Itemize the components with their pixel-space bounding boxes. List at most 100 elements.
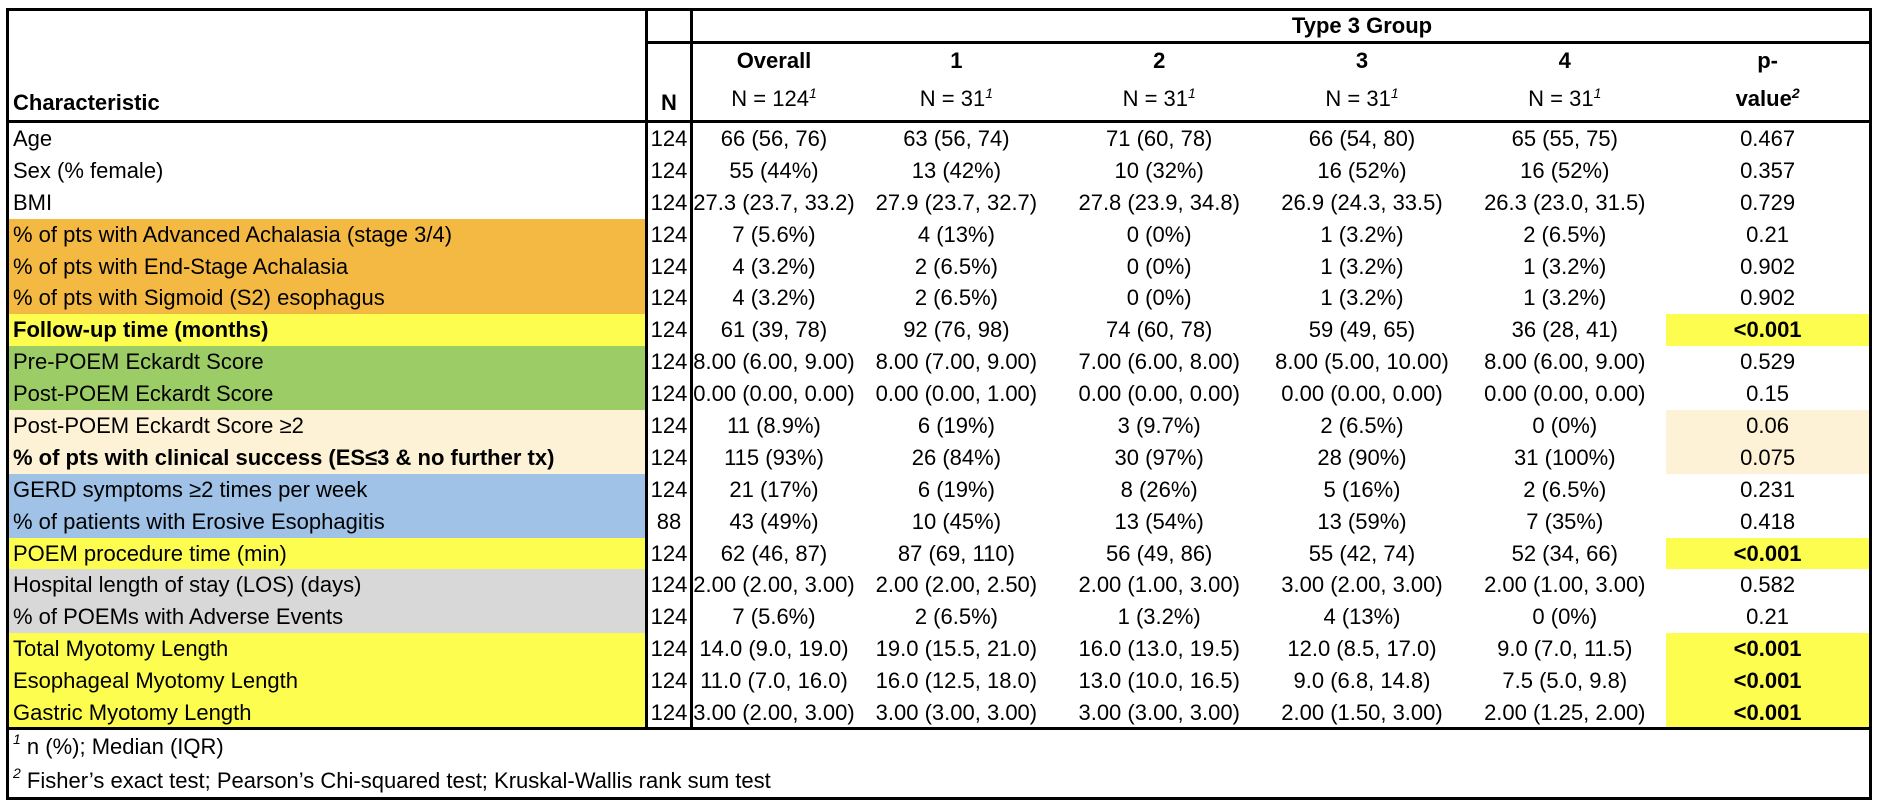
cell-p-value: 0.418: [1740, 508, 1796, 534]
cell-g2: 1 (3.2%): [1117, 604, 1201, 630]
row-n: 124: [645, 697, 693, 729]
header-n: N: [645, 78, 693, 123]
cell-g3: 1 (3.2%): [1320, 221, 1404, 247]
header-blank: [9, 43, 647, 79]
cell-g3: 26.9 (24.3, 33.5): [1281, 189, 1443, 215]
cell-g1: 3.00 (3.00, 3.00): [875, 699, 1038, 725]
table-row: Gastric Myotomy Length 124 3.00 (2.00, 3.0…: [9, 697, 1869, 729]
cell-g2: 71 (60, 78): [1105, 125, 1213, 151]
cell-overall: 62 (46, 87): [720, 540, 828, 566]
row-label: Total Myotomy Length: [9, 633, 647, 666]
cell-g2: 10 (32%): [1114, 157, 1204, 183]
cell-overall: 55 (44%): [729, 157, 819, 183]
header-group-1-n: N = 311: [855, 78, 1058, 123]
cell-overall: 8.00 (6.00, 9.00): [693, 349, 855, 375]
cell-g3: 13 (59%): [1317, 508, 1407, 534]
cell-g3: 12.0 (8.5, 17.0): [1287, 636, 1437, 662]
cell-p-value: 0.15: [1746, 381, 1789, 407]
cell-g1: 27.9 (23.7, 32.7): [875, 189, 1038, 215]
cell-p-value: 0.21: [1746, 604, 1789, 630]
cell-p-value: 0.582: [1740, 572, 1796, 598]
table-row: Age 124 66 (56, 76) 63 (56, 74) 71 (60, 78) 6…: [9, 121, 1869, 155]
header-group-2-n: N = 311: [1057, 78, 1261, 123]
table-row: % of pts with Advanced Achalasia (stage …: [9, 218, 1869, 251]
cell-g2: 74 (60, 78): [1105, 317, 1213, 343]
cell-g2: 8 (26%): [1120, 476, 1198, 502]
header-characteristic: Characteristic: [9, 78, 647, 123]
cell-g4: 31 (100%): [1514, 444, 1616, 470]
cell-g1: 8.00 (7.00, 9.00): [875, 349, 1038, 375]
row-label: BMI: [13, 189, 53, 215]
row-n: 88: [645, 505, 693, 538]
cell-overall: 7 (5.6%): [732, 604, 816, 630]
cell-g4: 26.3 (23.0, 31.5): [1484, 189, 1646, 215]
cell-g3: 28 (90%): [1317, 444, 1407, 470]
table-row: % of pts with Sigmoid (S2) esophagus 124 4…: [9, 282, 1869, 315]
cell-g2: 56 (49, 86): [1105, 540, 1213, 566]
cell-g4: 65 (55, 75): [1511, 125, 1618, 151]
header-blank-n: [645, 42, 693, 78]
cell-overall: 7 (5.6%): [732, 221, 816, 247]
row-n: 124: [645, 346, 693, 379]
cell-g2: 30 (97%): [1114, 444, 1204, 470]
row-n: 124: [645, 218, 693, 251]
row-label: % of patients with Erosive Esophagitis: [9, 505, 647, 538]
cell-p-value: 0.467: [1740, 125, 1796, 151]
cell-g3: 2.00 (1.50, 3.00): [1281, 699, 1443, 725]
cell-overall: 66 (56, 76): [720, 125, 828, 151]
cell-g2: 0 (0%): [1126, 253, 1192, 279]
cell-g1: 2 (6.5%): [914, 285, 998, 311]
header-overall: Overall: [736, 48, 812, 73]
row-n: 124: [645, 314, 693, 347]
cell-g4: 1 (3.2%): [1523, 285, 1607, 311]
header-group-2: 2: [1153, 48, 1166, 73]
cell-g3: 5 (16%): [1323, 476, 1401, 502]
row-label: Post-POEM Eckardt Score ≥2: [9, 410, 647, 442]
table-row: % of pts with End-Stage Achalasia 124 4 (3…: [9, 250, 1869, 283]
cell-g4: 1 (3.2%): [1523, 253, 1607, 279]
cell-g2: 7.00 (6.00, 8.00): [1078, 349, 1240, 375]
cell-g1: 16.0 (12.5, 18.0): [875, 668, 1038, 694]
table-row: Esophageal Myotomy Length 124 11.0 (7.0, 1…: [9, 665, 1869, 698]
header-group-3-n: N = 311: [1260, 78, 1464, 123]
cell-p-value: 0.729: [1740, 189, 1796, 215]
cell-g4: 7.5 (5.0, 9.8): [1502, 668, 1628, 694]
row-label: Post-POEM Eckardt Score: [9, 378, 647, 411]
row-label: % of POEMs with Adverse Events: [9, 601, 647, 634]
table-row: % of patients with Erosive Esophagitis 88…: [9, 505, 1869, 538]
table-row: POEM procedure time (min) 124 62 (46, 87) 8…: [9, 537, 1869, 570]
table-row: % of POEMs with Adverse Events 124 7 (5.6%…: [9, 601, 1869, 634]
cell-g4: 7 (35%): [1526, 508, 1604, 534]
cell-g2: 0.00 (0.00, 0.00): [1078, 381, 1240, 407]
group-spacer: [9, 11, 647, 43]
cell-g1: 0.00 (0.00, 1.00): [875, 381, 1038, 407]
results-table: Type 3 Group Overall 1 2 3 4 p- Characte…: [9, 11, 1869, 729]
table-row: Follow-up time (months) 124 61 (39, 78) 92 …: [9, 314, 1869, 347]
row-n: 124: [645, 569, 693, 602]
cell-g2: 2.00 (1.00, 3.00): [1078, 572, 1240, 598]
row-n: 124: [645, 633, 693, 666]
row-label: % of pts with Advanced Achalasia (stage …: [9, 218, 647, 251]
cell-g4: 0.00 (0.00, 0.00): [1484, 381, 1646, 407]
cell-g1: 6 (19%): [917, 412, 995, 438]
row-n: 124: [645, 282, 693, 315]
header-group-4: 4: [1558, 48, 1571, 73]
group-spacer-overall: [691, 11, 855, 44]
row-label: % of pts with End-Stage Achalasia: [9, 250, 647, 283]
group-header-row: Type 3 Group: [9, 11, 1869, 44]
cell-overall: 4 (3.2%): [732, 253, 816, 279]
row-n: 124: [645, 601, 693, 634]
header-group-1: 1: [950, 48, 963, 73]
row-n: 124: [645, 154, 693, 187]
cell-g3: 0.00 (0.00, 0.00): [1281, 381, 1443, 407]
cell-g4: 8.00 (6.00, 9.00): [1484, 349, 1646, 375]
row-n: 124: [645, 186, 693, 219]
cell-p-value: <0.001: [1666, 314, 1869, 347]
cell-g3: 16 (52%): [1317, 157, 1407, 183]
cell-g4: 16 (52%): [1520, 157, 1610, 183]
row-n: 124: [645, 410, 693, 442]
row-label: % of pts with Sigmoid (S2) esophagus: [9, 282, 647, 315]
cell-g4: 9.0 (7.0, 11.5): [1497, 636, 1633, 662]
row-n: 124: [645, 665, 693, 698]
cell-g3: 2 (6.5%): [1320, 412, 1404, 438]
